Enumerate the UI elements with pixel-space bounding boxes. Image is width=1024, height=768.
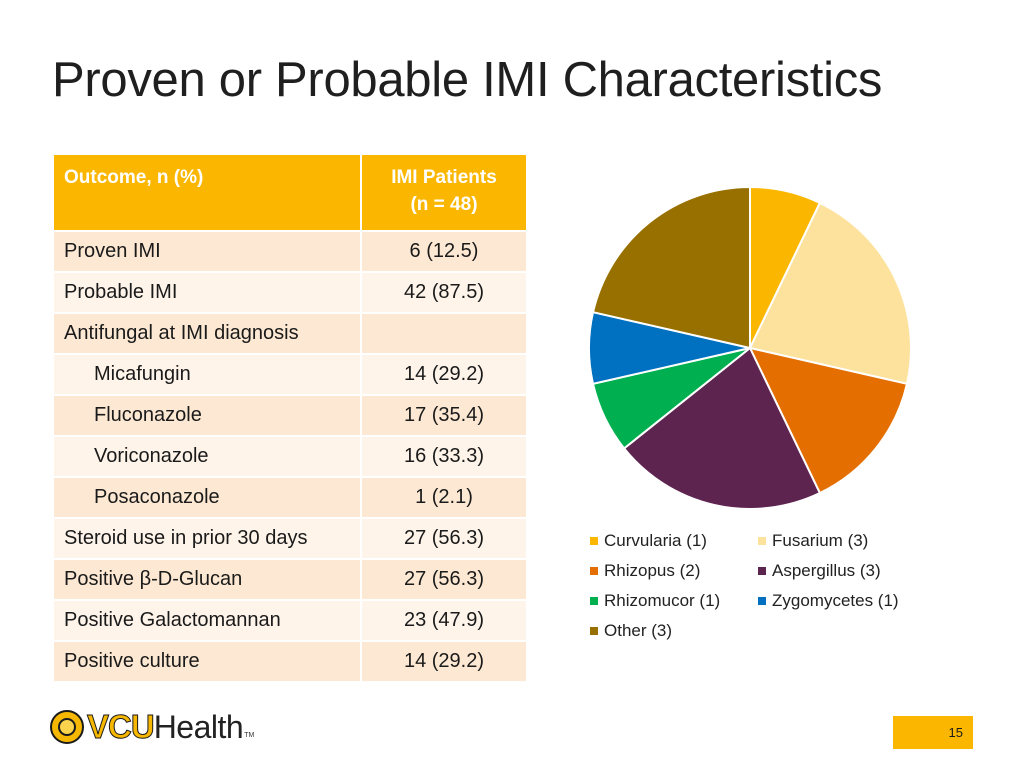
legend-swatch — [590, 626, 598, 635]
row-value: 27 (56.3) — [360, 558, 528, 601]
pie-slice-other — [591, 185, 751, 350]
row-label: Antifungal at IMI diagnosis — [52, 312, 362, 355]
row-value: 23 (47.9) — [360, 599, 528, 642]
header-imi-patients: IMI Patients (n = 48) — [360, 153, 528, 232]
pie-legend: Curvularia (1) Fusarium (3) Rhizopus (2) As… — [590, 529, 950, 642]
table-row: Proven IMI 6 (12.5) — [52, 230, 528, 273]
table-row: Steroid use in prior 30 days 27 (56.3) — [52, 517, 528, 560]
row-value: 6 (12.5) — [360, 230, 528, 273]
row-value: 42 (87.5) — [360, 271, 528, 314]
legend-label: Other (3) — [604, 620, 673, 640]
header-outcome: Outcome, n (%) — [52, 153, 362, 232]
row-value: 27 (56.3) — [360, 517, 528, 560]
header-imi-patients-line2: (n = 48) — [410, 194, 478, 215]
row-label: Steroid use in prior 30 days — [52, 517, 362, 560]
table-row: Positive Galactomannan 23 (47.9) — [52, 599, 528, 642]
row-label: Positive β-D-Glucan — [52, 558, 362, 601]
legend-swatch — [758, 536, 766, 545]
table-row: Positive culture 14 (29.2) — [52, 640, 528, 683]
table-header-row: Outcome, n (%) IMI Patients (n = 48) — [52, 153, 528, 232]
legend-item-curvularia: Curvularia (1) — [590, 529, 758, 552]
legend-label: Rhizomucor (1) — [604, 590, 721, 610]
row-value: 14 (29.2) — [360, 353, 528, 396]
table-row: Posaconazole 1 (2.1) — [52, 476, 528, 519]
row-label: Positive Galactomannan — [52, 599, 362, 642]
table-row: Fluconazole 17 (35.4) — [52, 394, 528, 437]
legend-label: Aspergillus (3) — [772, 560, 881, 580]
table-row: Positive β-D-Glucan 27 (56.3) — [52, 558, 528, 601]
row-value: 17 (35.4) — [360, 394, 528, 437]
header-imi-patients-line1: IMI Patients — [391, 167, 497, 188]
row-value — [360, 312, 528, 355]
legend-item-rhizopus: Rhizopus (2) — [590, 559, 758, 582]
legend-swatch — [758, 596, 766, 605]
row-label: Micafungin — [52, 353, 362, 396]
row-label: Posaconazole — [52, 476, 362, 519]
row-label: Proven IMI — [52, 230, 362, 273]
legend-swatch — [590, 536, 598, 545]
page-number: 15 — [893, 716, 973, 749]
row-label: Positive culture — [52, 640, 362, 683]
legend-label: Rhizopus (2) — [604, 560, 701, 580]
row-label: Voriconazole — [52, 435, 362, 478]
row-value: 14 (29.2) — [360, 640, 528, 683]
legend-item-other: Other (3) — [590, 619, 758, 642]
legend-label: Fusarium (3) — [772, 530, 869, 550]
pie-slice-fusarium — [748, 201, 912, 386]
legend-label: Zygomycetes (1) — [772, 590, 899, 610]
table-row: Voriconazole 16 (33.3) — [52, 435, 528, 478]
logo-vcu-text: VCU — [87, 708, 156, 746]
row-label: Fluconazole — [52, 394, 362, 437]
row-label: Probable IMI — [52, 271, 362, 314]
legend-swatch — [758, 566, 766, 575]
vcu-seal-icon — [50, 710, 84, 744]
slide-title: Proven or Probable IMI Characteristics — [52, 53, 883, 107]
characteristics-table: Outcome, n (%) IMI Patients (n = 48) Pro… — [52, 153, 528, 683]
table-row: Micafungin 14 (29.2) — [52, 353, 528, 396]
row-value: 16 (33.3) — [360, 435, 528, 478]
vcu-health-logo: VCU Health TM — [50, 707, 254, 747]
legend-item-rhizomucor: Rhizomucor (1) — [590, 589, 758, 612]
legend-item-aspergillus: Aspergillus (3) — [758, 559, 938, 582]
legend-swatch — [590, 566, 598, 575]
logo-health-text: Health — [153, 708, 244, 745]
row-value: 1 (2.1) — [360, 476, 528, 519]
pathogen-pie-chart — [588, 185, 912, 510]
legend-item-fusarium: Fusarium (3) — [758, 529, 938, 552]
table-row: Antifungal at IMI diagnosis — [52, 312, 528, 355]
legend-label: Curvularia (1) — [604, 530, 707, 550]
pie-slice-rhizopus — [748, 346, 909, 495]
logo-trademark: TM — [244, 732, 255, 739]
pie-slice-aspergillus — [622, 346, 822, 510]
legend-item-zygomycetes: Zygomycetes (1) — [758, 589, 938, 612]
legend-swatch — [590, 596, 598, 605]
table-row: Probable IMI 42 (87.5) — [52, 271, 528, 314]
